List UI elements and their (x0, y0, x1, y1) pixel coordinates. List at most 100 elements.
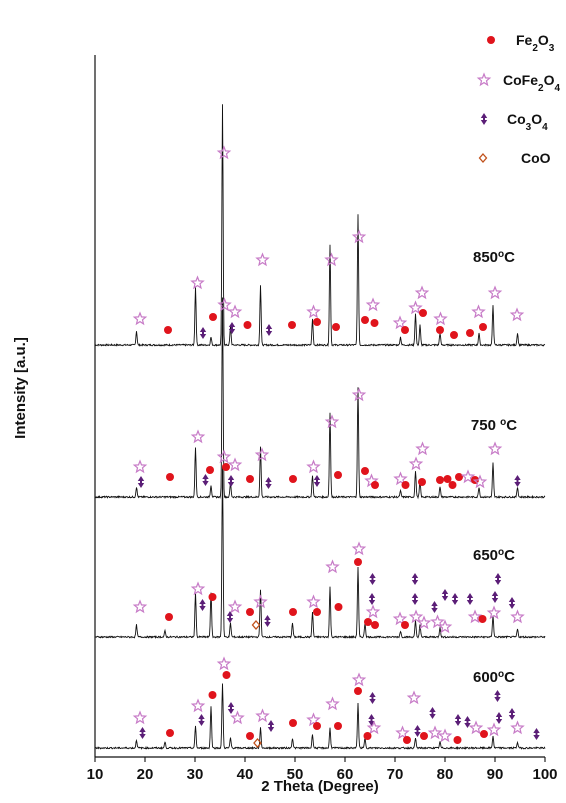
marker-600-double-arrow-4-down (198, 721, 205, 726)
marker-650-double-arrow-39 (494, 573, 502, 585)
marker-650-double-arrow-31-stem (433, 605, 436, 609)
marker-750-star-7 (227, 457, 243, 472)
legend-label-sub2: 3 (549, 43, 555, 54)
marker-600-double-arrow-39-up (495, 712, 503, 717)
phase-markers (132, 145, 540, 748)
trace-850 (94, 104, 546, 348)
marker-600-double-arrow-4-up (198, 714, 205, 719)
marker-600-double-arrow-43-down (533, 735, 540, 740)
marker-600-star-31 (427, 725, 443, 740)
marker-850-double-arrow-10-up (265, 324, 273, 329)
marker-750-double-arrow-1-up (137, 476, 145, 481)
marker-850-double-arrow-6 (228, 322, 236, 334)
marker-750-double-arrow-8-stem (230, 479, 232, 483)
marker-600-diamond-11 (253, 738, 262, 748)
marker-850-circle-15 (332, 323, 340, 331)
marker-600-star-32 (437, 728, 453, 743)
marker-750-double-arrow-34-stem (516, 479, 519, 483)
marker-850-star-16 (351, 229, 367, 244)
legend-marker-1 (476, 72, 492, 87)
marker-650-star-16 (325, 559, 340, 574)
marker-650-double-arrow-35 (451, 593, 459, 605)
marker-650-double-arrow-31-up (431, 601, 438, 606)
marker-600-double-arrow-33-up (454, 714, 462, 719)
marker-600-circle-2 (166, 729, 174, 737)
legend-label-main: CoFe (503, 72, 538, 88)
x-ticks: 10 20 30 40 50 60 70 80 90 100 (87, 757, 558, 783)
marker-600-double-arrow-22-stem (370, 718, 373, 722)
marker-850-double-arrow-3-down (199, 334, 207, 339)
marker-850-double-arrow-6-up (228, 322, 236, 327)
marker-600-double-arrow-28-up (414, 725, 421, 730)
marker-650-double-arrow-42-up (508, 597, 516, 602)
legend-label-sub2: 4 (554, 83, 560, 94)
marker-750-circle-20 (371, 481, 379, 489)
marker-850-star-0 (132, 311, 148, 326)
marker-750-star-0 (132, 459, 148, 474)
marker-750-circle-25 (418, 478, 426, 486)
series-label-750: 750 oC (471, 417, 517, 435)
marker-650-double-arrow-28-up (411, 593, 419, 598)
marker-850-double-arrow-3 (199, 327, 207, 339)
marker-750-circle-2 (166, 473, 174, 481)
legend-label-sub2: 4 (542, 122, 548, 133)
marker-600-double-arrow-21-up (369, 692, 376, 697)
series-label-number: 600 (473, 669, 498, 686)
marker-600-double-arrow-21 (369, 692, 376, 704)
marker-650-star-10 (253, 594, 268, 609)
marker-600-circle-10 (246, 732, 254, 740)
marker-650-double-arrow-40-up (491, 591, 499, 596)
marker-750-star-6 (217, 297, 232, 312)
legend-label-mid: O (544, 72, 555, 88)
marker-750-double-arrow-11-up (265, 477, 272, 482)
legend-label-2: Co3O4 (507, 111, 548, 133)
marker-650-star-18 (351, 541, 367, 556)
marker-650-star-32 (430, 614, 445, 629)
marker-600-double-arrow-35-down (464, 723, 471, 728)
marker-600-double-arrow-13-up (267, 720, 275, 725)
legend-marker-0 (487, 36, 495, 44)
marker-650-circle-26 (401, 621, 409, 629)
marker-600-double-arrow-30 (429, 707, 436, 719)
marker-600-double-arrow-28 (414, 725, 421, 737)
marker-650-double-arrow-20 (369, 573, 376, 585)
marker-600-double-arrow-30-stem (431, 711, 434, 715)
marker-600-double-arrow-35-up (464, 716, 471, 721)
x-axis-title: 2 Theta (Degree) (261, 778, 379, 795)
marker-750-double-arrow-14 (313, 475, 321, 487)
marker-600-double-arrow-21-stem (371, 696, 374, 700)
marker-750-double-arrow-8-down (227, 482, 235, 487)
series-label-degree: o (500, 417, 506, 428)
marker-750-star-3 (190, 429, 206, 444)
marker-850-circle-11 (288, 321, 296, 329)
x-tick-label-30: 30 (187, 766, 204, 783)
marker-650-double-arrow-8-down (226, 618, 234, 623)
marker-650-double-arrow-39-up (494, 573, 502, 578)
marker-600-double-arrow-8-stem (230, 706, 232, 710)
series-label-650: 650oC (473, 547, 515, 565)
marker-650-star-0 (132, 599, 148, 614)
marker-600-star-25 (395, 725, 410, 740)
x-tick-label-60: 60 (337, 766, 354, 783)
marker-750-double-arrow-14-up (313, 475, 321, 480)
legend-label-0: Fe2O3 (516, 32, 555, 54)
marker-600-circle-24 (363, 732, 372, 740)
marker-600-circle-34 (453, 736, 462, 744)
marker-600-double-arrow-35 (464, 716, 471, 728)
marker-750-circle-9 (246, 475, 254, 483)
marker-600-circle-20 (354, 687, 362, 695)
marker-600-circle-37 (480, 730, 488, 738)
marker-650-circle-38 (478, 615, 487, 623)
marker-650-star-5 (216, 449, 232, 464)
marker-850-star-7 (227, 304, 243, 319)
marker-600-double-arrow-43-stem (535, 732, 538, 736)
marker-750-double-arrow-11-down (265, 484, 272, 489)
marker-750-double-arrow-5-up (202, 474, 209, 479)
marker-600-double-arrow-13 (267, 720, 275, 732)
marker-650-double-arrow-8 (226, 611, 234, 623)
marker-750-circle-4 (206, 466, 214, 474)
trace-600 (94, 683, 546, 751)
